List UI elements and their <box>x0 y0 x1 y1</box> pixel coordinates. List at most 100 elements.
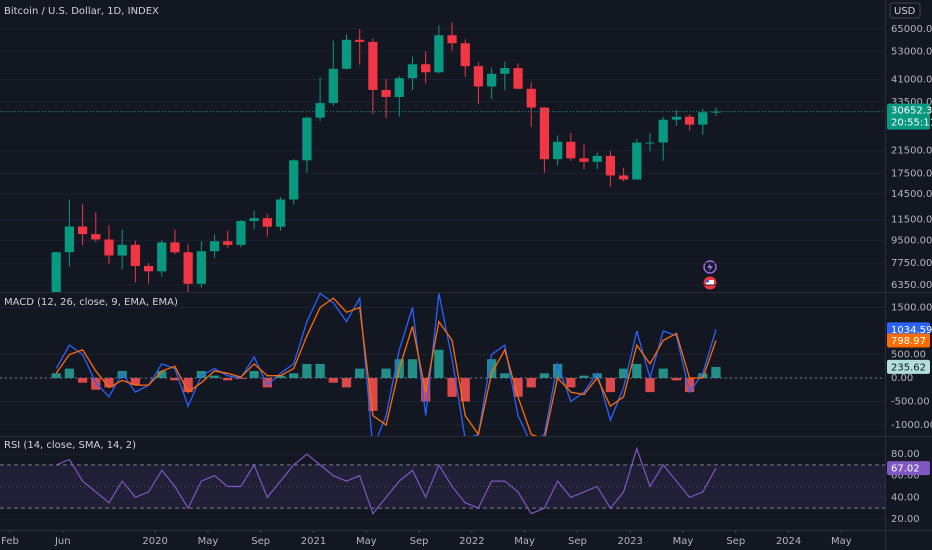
y-tick-label: 65000.00 <box>891 24 932 35</box>
candle-body <box>566 141 576 159</box>
candle-body <box>394 78 404 97</box>
x-tick-label: 2021 <box>301 536 326 547</box>
candle-body <box>421 64 431 73</box>
y-tick-label: 7750.00 <box>891 258 932 269</box>
currency-label: USD <box>894 6 916 17</box>
candle-body <box>632 142 642 180</box>
histogram-bar <box>434 349 444 379</box>
histogram-bar <box>315 363 325 379</box>
candle-body <box>671 116 681 120</box>
candle-body <box>645 142 655 144</box>
histogram-bar <box>645 378 655 393</box>
candle-body <box>341 39 352 69</box>
histogram-bar <box>275 375 286 379</box>
histogram-bar <box>289 373 299 379</box>
histogram-bar <box>671 378 681 381</box>
histogram-bar <box>64 368 75 379</box>
candle-body <box>539 107 550 160</box>
x-tick-label: Sep <box>251 536 270 547</box>
candle-body <box>473 66 484 87</box>
histogram-bar <box>355 368 365 379</box>
histogram-bar <box>183 378 193 393</box>
histogram-bar <box>328 378 338 383</box>
y-tick-label: 1500.00 <box>891 303 932 314</box>
y-tick-label: 17500.00 <box>891 168 932 179</box>
histogram-bar <box>170 378 180 381</box>
candle-body <box>579 158 589 162</box>
candle-body <box>618 175 629 180</box>
last-price-label: 30652.31 <box>891 106 932 117</box>
candle-body <box>117 244 127 256</box>
histogram-value-label: 235.62 <box>891 362 926 373</box>
rsi-line <box>55 446 717 515</box>
y-tick-label: 14500.00 <box>891 189 932 200</box>
y-tick-label: -1000.00 <box>891 420 932 431</box>
histogram-bar <box>104 378 114 388</box>
last-price-box <box>887 103 930 130</box>
x-tick-label: 2023 <box>617 536 642 547</box>
histogram-bar <box>249 370 259 379</box>
candle-body <box>605 155 616 176</box>
histogram-bar <box>684 378 695 393</box>
histogram-bar <box>632 363 642 379</box>
rsi-title: RSI (14, close, SMA, 14, 2) <box>4 440 136 451</box>
x-tick-label: Sep <box>568 536 587 547</box>
candle-body <box>381 89 391 97</box>
currency-box[interactable] <box>889 2 921 19</box>
candle-body <box>315 103 325 118</box>
candle-body <box>460 43 470 67</box>
histogram-bar <box>341 378 352 388</box>
histogram-value-label-box <box>887 359 930 374</box>
candle-body <box>552 141 563 160</box>
histogram-bar <box>196 370 206 379</box>
histogram-bar <box>157 370 167 379</box>
candle-body <box>236 221 246 245</box>
candle-body <box>407 64 418 79</box>
candle-body <box>355 39 365 42</box>
candle-body <box>130 244 140 266</box>
x-tick-label: May <box>356 536 377 547</box>
candle-body <box>513 68 523 89</box>
histogram-bar <box>130 378 140 386</box>
earnings-icon[interactable] <box>703 276 717 290</box>
x-tick-label: May <box>198 536 219 547</box>
candle-body <box>157 242 167 272</box>
macd-value-label-box <box>887 333 930 348</box>
candle-body <box>368 41 378 90</box>
candle-body <box>249 218 259 222</box>
histogram-bar <box>447 378 457 397</box>
y-tick-label: 53000.00 <box>891 46 932 57</box>
histogram-bar <box>605 378 616 393</box>
candle-body <box>658 119 668 143</box>
candle-body <box>170 242 180 253</box>
pane-plot <box>0 446 885 520</box>
candle-body <box>51 252 61 292</box>
candle-body <box>487 73 497 87</box>
candle-body <box>434 35 444 73</box>
histogram-bar <box>77 378 88 383</box>
x-tick-label: Sep <box>410 536 429 547</box>
candle-body <box>289 160 299 200</box>
macd-title: MACD (12, 26, close, 9, EMA, EMA) <box>4 297 178 308</box>
histogram-bar <box>526 378 536 388</box>
histogram-bar <box>407 359 418 379</box>
y-tick-label: 20.00 <box>891 514 920 525</box>
rsi-value-label-box <box>887 461 930 476</box>
macd-line <box>55 297 717 436</box>
histogram-bar <box>91 378 101 390</box>
histogram-bar <box>262 378 272 388</box>
histogram-bar <box>698 373 708 379</box>
event-icon[interactable] <box>703 260 717 274</box>
candle-body <box>143 265 154 272</box>
candle-body <box>262 218 272 227</box>
candle-body <box>64 226 75 253</box>
macd-value-label-box <box>887 322 930 337</box>
histogram-bar <box>368 378 378 411</box>
histogram-bar <box>566 378 576 388</box>
x-tick-label: May <box>514 536 535 547</box>
macd-value-label: 798.97 <box>891 336 926 347</box>
y-tick-label: 60.00 <box>891 471 920 482</box>
x-tick-label: 2022 <box>459 536 484 547</box>
candle-body <box>684 116 695 125</box>
